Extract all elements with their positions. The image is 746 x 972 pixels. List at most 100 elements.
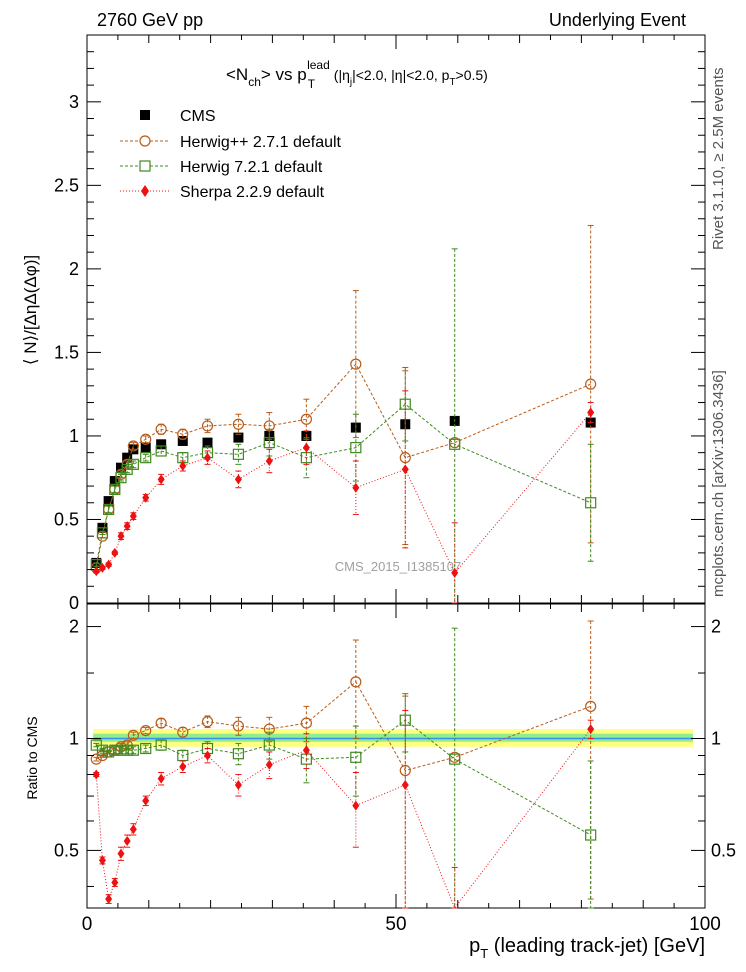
data-point-ratio-herwigpp: [585, 700, 597, 712]
ratio-y-tick-label: 0.5: [54, 840, 79, 860]
data-point-sherpa: [111, 547, 119, 558]
legend-label-sherpa: Sherpa 2.2.9 default: [180, 184, 325, 201]
data-point-ratio-herwigpp: [232, 720, 245, 732]
data-point-cms: [122, 452, 133, 463]
data-point-sherpa: [265, 456, 273, 466]
data-point-herwig7: [115, 472, 127, 484]
data-point-ratio-sherpa: [92, 769, 100, 780]
x-tick-label: 50: [385, 914, 406, 935]
data-point-ratio-herwig7: [115, 744, 127, 756]
data-point-herwigpp: [155, 423, 167, 435]
ratio-y-tick-label: 1: [69, 728, 79, 748]
series-ratio-herwig7: [90, 627, 597, 909]
data-point-herwigpp: [399, 452, 411, 464]
series-herwig7: [90, 248, 597, 604]
ratio-y-tick-label-right: 2: [711, 617, 721, 637]
series-line-sherpa: [96, 412, 592, 574]
data-point-sherpa: [204, 452, 212, 463]
data-point-cms: [140, 442, 151, 453]
y-tick-label: 0.5: [54, 509, 79, 529]
data-point-ratio-sherpa: [117, 848, 125, 859]
legend-marker-herwig7: [139, 160, 151, 172]
data-point-sherpa: [352, 482, 360, 493]
data-point-cms: [233, 432, 244, 443]
data-point-ratio-herwig7: [399, 714, 411, 726]
legend-entry-herwig7: Herwig 7.2.1 default: [120, 159, 323, 176]
data-point-ratio-herwigpp: [350, 676, 362, 688]
ratio-y-axis-label: Ratio to CMS: [24, 716, 40, 799]
ratio-y-tick-label-right: 1: [711, 728, 721, 748]
analysis-watermark: CMS_2015_I1385107: [335, 559, 462, 574]
series-ratio-sherpa: [92, 709, 595, 910]
main-plot-series: [90, 224, 597, 604]
ratio-plot-series: [90, 620, 597, 910]
data-point-ratio-herwigpp: [90, 753, 102, 765]
data-point-ratio-sherpa: [142, 795, 150, 806]
data-point-ratio-herwig7: [263, 739, 275, 751]
data-point-sherpa: [401, 464, 409, 475]
y-tick-label: 3: [69, 92, 79, 112]
data-point-herwig7: [109, 483, 121, 495]
y-tick-label: 2: [69, 259, 79, 279]
data-point-cms: [115, 462, 126, 473]
data-point-herwigpp: [232, 418, 245, 430]
data-point-cms: [103, 496, 114, 507]
y-tick-label: 2.5: [54, 175, 79, 195]
x-tick-label: 0: [82, 914, 93, 935]
data-point-ratio-herwig7: [109, 744, 121, 756]
mcplots-label: mcplots.cern.ch [arXiv:1306.3436]: [710, 370, 727, 597]
data-point-cms: [156, 439, 167, 450]
series-line-ratio-herwig7: [95, 719, 591, 836]
data-point-ratio-sherpa: [123, 836, 131, 847]
data-point-sherpa: [98, 562, 106, 573]
series-herwigpp: [90, 224, 597, 574]
y-tick-label: 0: [69, 593, 79, 613]
data-point-herwigpp: [201, 420, 214, 432]
data-point-ratio-herwigpp: [140, 725, 152, 737]
data-point-cms: [109, 476, 120, 487]
data-point-herwig7: [263, 437, 275, 449]
ratio-plot-border: [86, 603, 706, 909]
data-point-cms: [177, 435, 188, 446]
data-point-herwigpp: [300, 413, 312, 425]
y-tick-label: 1.5: [54, 342, 79, 362]
legend-marker-sherpa: [141, 185, 149, 197]
legend-label-cms: CMS: [180, 108, 216, 125]
legend-label-herwig7: Herwig 7.2.1 default: [180, 159, 323, 176]
data-point-sherpa: [117, 531, 125, 542]
data-point-ratio-herwig7: [140, 742, 152, 755]
data-point-ratio-sherpa: [98, 855, 106, 866]
data-point-herwig7: [449, 438, 461, 450]
header-left: 2760 GeV pp: [97, 10, 203, 30]
series-line-ratio-sherpa: [95, 728, 592, 910]
data-point-ratio-herwigpp: [177, 726, 189, 738]
ratio-band-inner: [93, 733, 694, 742]
data-point-ratio-sherpa: [352, 800, 360, 811]
data-point-herwigpp: [177, 428, 189, 440]
data-point-herwigpp: [585, 378, 597, 390]
data-point-herwig7: [127, 458, 139, 470]
data-point-ratio-herwigpp: [155, 717, 167, 729]
plot-title: <Nch> vs pTlead(|ηj|<2.0, |η|<2.0, pT>0.…: [226, 58, 488, 91]
data-point-ratio-sherpa: [204, 750, 212, 761]
legend-marker-herwigpp: [139, 135, 151, 147]
data-point-ratio-herwigpp: [399, 764, 411, 777]
data-point-herwig7: [103, 503, 115, 516]
data-point-herwig7: [155, 445, 167, 457]
series-line-herwigpp: [95, 363, 591, 569]
x-axis-label: pT (leading track-jet) [GeV]: [469, 935, 705, 961]
data-point-sherpa: [129, 511, 137, 522]
legend-entry-cms: CMS: [140, 108, 216, 125]
data-point-ratio-sherpa: [302, 745, 310, 756]
legend-entry-herwigpp: Herwig++ 2.7.1 default: [120, 134, 342, 151]
data-point-ratio-herwig7: [127, 744, 139, 756]
data-point-herwigpp: [127, 440, 139, 452]
series-cms: [91, 415, 596, 568]
ratio-y-tick-label: 2: [69, 617, 79, 637]
x-tick-label: 100: [689, 914, 721, 935]
data-point-cms: [202, 437, 213, 448]
data-point-herwig7: [350, 442, 362, 454]
data-point-ratio-herwig7: [121, 744, 133, 756]
data-point-sherpa: [105, 559, 113, 570]
data-point-sherpa: [234, 474, 242, 485]
